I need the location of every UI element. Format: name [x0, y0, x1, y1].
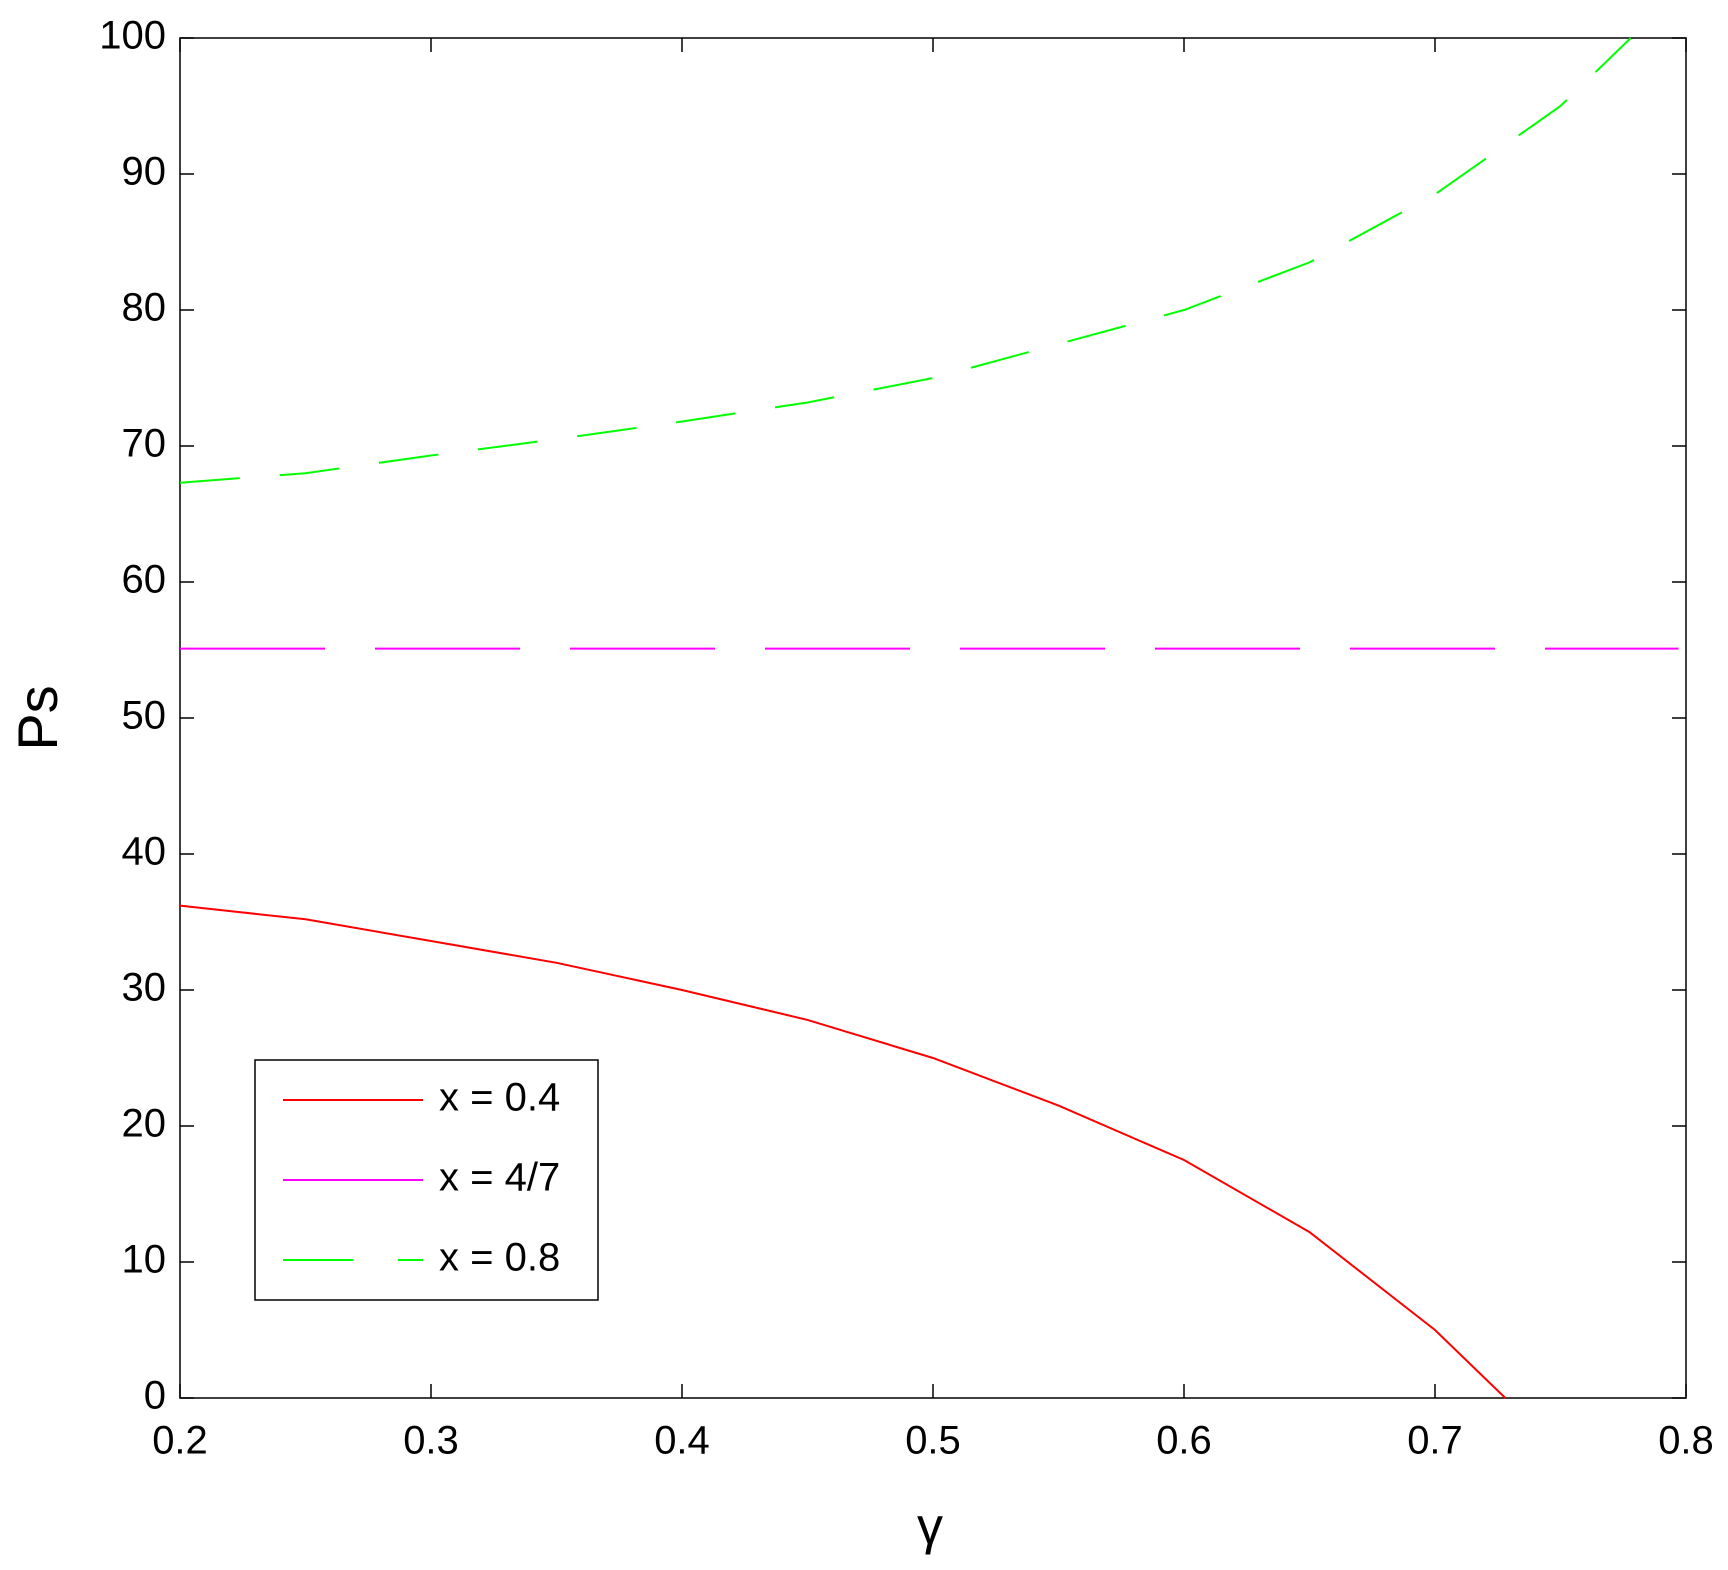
y-tick-label: 40	[122, 830, 167, 874]
x-tick-label: 0.5	[905, 1419, 961, 1463]
y-tick-label: 60	[122, 558, 167, 602]
y-tick-label: 50	[122, 694, 167, 738]
x-axis-label: γ	[917, 1498, 943, 1556]
legend-label: x = 0.4	[439, 1076, 560, 1120]
y-tick-label: 0	[144, 1374, 166, 1418]
y-axis-label: Ps	[6, 685, 69, 750]
y-tick-label: 30	[122, 966, 167, 1010]
x-tick-label: 0.7	[1407, 1419, 1463, 1463]
legend-label: x = 4/7	[439, 1156, 560, 1200]
x-tick-label: 0.4	[654, 1419, 710, 1463]
x-tick-label: 0.2	[152, 1419, 208, 1463]
x-tick-label: 0.6	[1156, 1419, 1212, 1463]
data-line	[179, 37, 1632, 484]
y-tick-label: 80	[122, 286, 167, 330]
y-tick-label: 100	[99, 14, 166, 58]
y-tick-label: 20	[122, 1102, 167, 1146]
legend-label: x = 0.8	[439, 1236, 560, 1280]
x-tick-label: 0.8	[1658, 1419, 1714, 1463]
y-tick-label: 70	[122, 422, 167, 466]
data-line	[179, 904, 1506, 1399]
y-tick-label: 10	[122, 1238, 167, 1282]
x-tick-label: 0.3	[403, 1419, 459, 1463]
y-tick-label: 90	[122, 150, 167, 194]
